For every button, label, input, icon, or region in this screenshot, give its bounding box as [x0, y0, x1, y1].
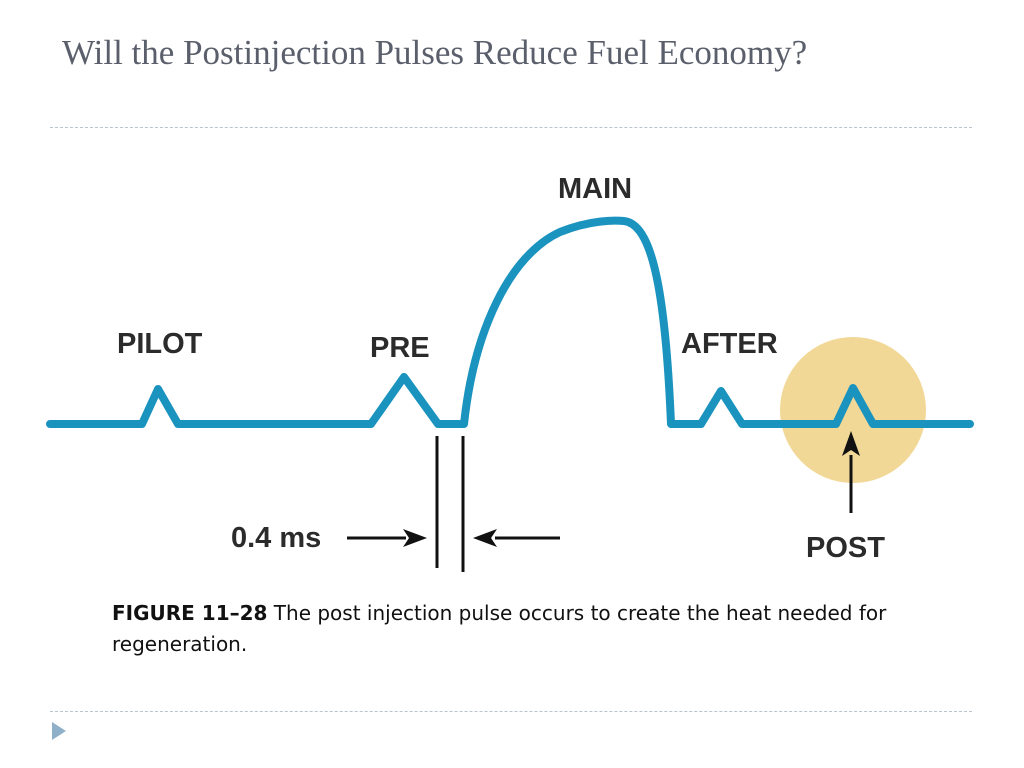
label-pilot: PILOT	[117, 328, 203, 360]
post-highlight-circle	[780, 337, 926, 483]
triangle-right-icon[interactable]	[52, 722, 66, 740]
slide-title: Will the Postinjection Pulses Reduce Fue…	[62, 33, 808, 72]
label-post: POST	[806, 532, 885, 564]
label-pre: PRE	[370, 332, 430, 364]
figure-caption: FIGURE 11–28 The post injection pulse oc…	[112, 598, 912, 660]
label-after: AFTER	[681, 328, 778, 360]
footer-divider	[50, 711, 972, 712]
label-interval: 0.4 ms	[231, 522, 321, 554]
injection-pulse-diagram: PILOT PRE MAIN AFTER POST 0.4 ms	[46, 173, 974, 572]
label-main: MAIN	[558, 173, 632, 205]
arrow-up-icon	[842, 431, 860, 513]
title-divider	[50, 127, 972, 128]
arrow-right-icon	[347, 529, 427, 547]
injection-pulse-line	[46, 216, 974, 428]
arrow-left-icon	[473, 529, 560, 547]
figure-label: FIGURE 11–28	[112, 601, 268, 625]
figure-caption-text: The post injection pulse occurs to creat…	[112, 601, 887, 656]
